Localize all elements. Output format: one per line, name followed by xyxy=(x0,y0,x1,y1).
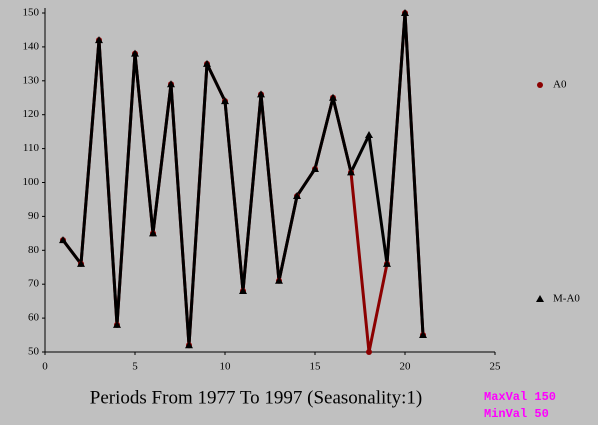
point xyxy=(149,229,157,237)
point xyxy=(419,331,427,339)
x-tick-label: 25 xyxy=(490,361,502,373)
y-tick-label: 70 xyxy=(28,278,40,290)
y-tick-label: 100 xyxy=(23,176,40,188)
point xyxy=(95,36,103,44)
y-tick-label: 150 xyxy=(23,7,40,19)
x-tick-label: 5 xyxy=(132,361,138,373)
point xyxy=(329,93,337,101)
point xyxy=(239,286,247,294)
point xyxy=(59,236,67,244)
x-axis-label: Periods From 1977 To 1997 (Seasonality:1… xyxy=(90,387,422,408)
x-tick-label: 20 xyxy=(400,361,412,373)
point xyxy=(347,168,355,176)
x-tick-label: 0 xyxy=(42,361,48,373)
y-tick-label: 120 xyxy=(23,108,40,120)
annotation: MaxVal 150 xyxy=(484,390,556,404)
point xyxy=(221,97,229,105)
legend-marker xyxy=(537,82,543,88)
y-tick-label: 90 xyxy=(28,210,40,222)
y-tick-label: 140 xyxy=(23,40,40,52)
point xyxy=(366,349,372,355)
point xyxy=(203,59,211,67)
point xyxy=(167,80,175,88)
point xyxy=(131,49,139,57)
point xyxy=(77,259,85,267)
series-line xyxy=(61,11,425,347)
y-tick-label: 60 xyxy=(28,312,40,324)
legend-label: A0 xyxy=(553,79,567,91)
legend-marker xyxy=(536,295,544,302)
point xyxy=(293,192,301,200)
point xyxy=(365,131,373,139)
point xyxy=(401,9,409,16)
point xyxy=(113,320,121,328)
point xyxy=(311,164,319,172)
y-tick-label: 80 xyxy=(28,244,40,256)
point xyxy=(275,276,283,284)
point xyxy=(185,341,193,349)
annotation: MinVal 50 xyxy=(484,407,549,421)
y-tick-label: 50 xyxy=(28,346,40,358)
y-tick-label: 110 xyxy=(23,142,40,154)
x-tick-label: 10 xyxy=(220,361,232,373)
y-tick-label: 130 xyxy=(23,74,40,86)
point xyxy=(257,90,265,98)
legend-label: M-A0 xyxy=(553,293,580,305)
x-tick-label: 15 xyxy=(310,361,322,373)
point xyxy=(383,259,391,267)
